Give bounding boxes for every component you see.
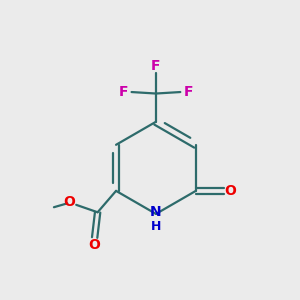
Text: F: F bbox=[151, 59, 161, 73]
Text: O: O bbox=[63, 196, 75, 209]
Text: F: F bbox=[183, 85, 193, 99]
Text: H: H bbox=[151, 220, 161, 233]
Text: N: N bbox=[150, 206, 162, 219]
Text: O: O bbox=[89, 238, 100, 252]
Text: F: F bbox=[119, 85, 129, 99]
Text: O: O bbox=[225, 184, 237, 198]
